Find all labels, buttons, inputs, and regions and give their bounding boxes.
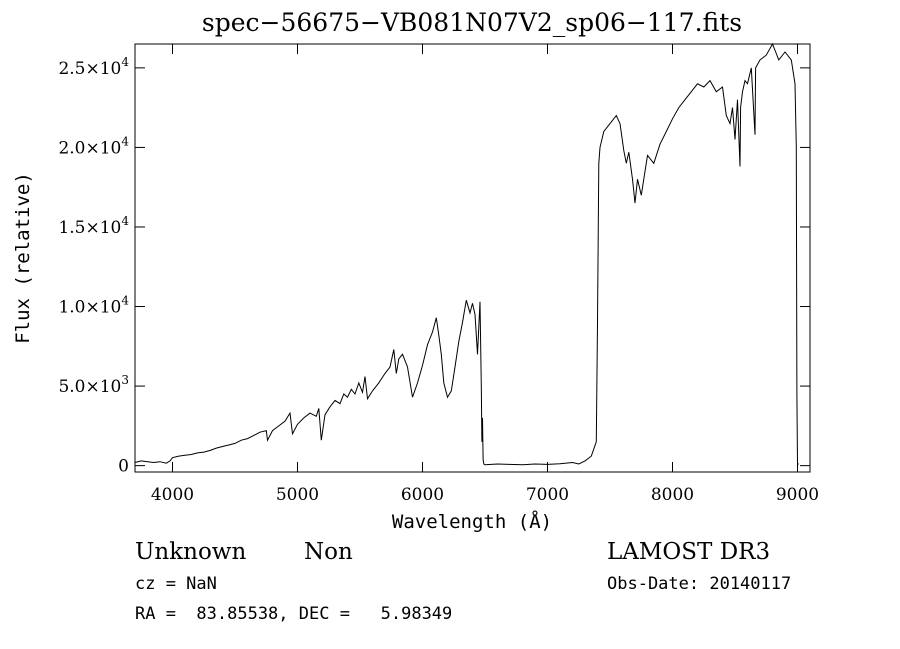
spectrum-line bbox=[134, 42, 799, 466]
x-tick-label: 5000 bbox=[276, 485, 319, 505]
ra-dec-coords: RA = 83.85538, DEC = 5.98349 bbox=[135, 604, 452, 624]
y-tick-label: 2.5×104 bbox=[58, 55, 129, 79]
plot-area bbox=[134, 42, 811, 473]
x-tick-label: 7000 bbox=[526, 485, 569, 505]
y-tick-label: 2.0×104 bbox=[58, 134, 129, 158]
x-tick-label: 9000 bbox=[776, 485, 819, 505]
x-tick-label: 8000 bbox=[651, 485, 694, 505]
y-tick-label: 1.5×104 bbox=[58, 214, 129, 238]
redshift-cz: cz = NaN bbox=[135, 574, 217, 594]
object-subclass: Non bbox=[304, 539, 353, 565]
x-axis-label: Wavelength (Å) bbox=[392, 510, 552, 533]
x-tick-label: 4000 bbox=[151, 485, 194, 505]
x-tick-label: 6000 bbox=[401, 485, 444, 505]
x-axis-ticks: 4000 5000 6000 7000 8000 9000 bbox=[151, 44, 819, 505]
obs-date: Obs-Date: 20140117 bbox=[607, 574, 791, 594]
chart-title: spec−56675−VB081N07V2_sp06−117.fits bbox=[202, 8, 742, 37]
survey-name: LAMOST DR3 bbox=[607, 539, 770, 565]
y-tick-label: 5.0×103 bbox=[58, 373, 129, 397]
plot-frame bbox=[134, 43, 811, 473]
y-tick-label: 1.0×104 bbox=[58, 294, 129, 318]
y-axis-label: Flux (relative) bbox=[12, 172, 34, 344]
object-class: Unknown bbox=[135, 539, 246, 565]
y-tick-label: 0 bbox=[118, 457, 129, 477]
y-axis-ticks: 0 5.0×103 1.0×104 1.5×104 2.0×104 2.5×104 bbox=[58, 55, 810, 477]
